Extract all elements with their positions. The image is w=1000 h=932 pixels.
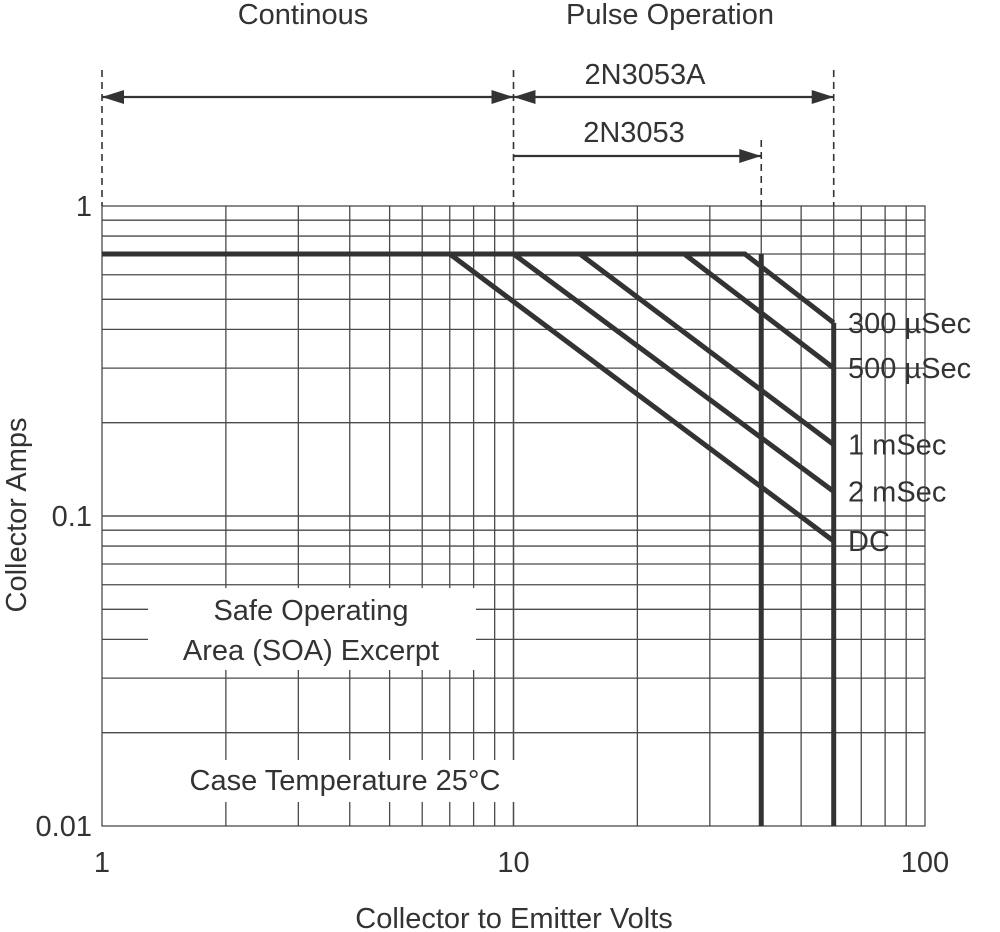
soa-curve-4	[102, 251, 836, 494]
series-label: 500 µSec	[848, 353, 971, 385]
range-label-2n3053a: 2N3053A	[585, 59, 707, 91]
x-tick-label: 1	[94, 847, 110, 879]
range-label-2n3053: 2N3053	[583, 117, 685, 149]
series-labels: 300 µSec 500 µSec 1 mSec 2 mSec DC	[848, 308, 971, 558]
annotation-bg-case-temperature	[148, 760, 542, 802]
annotation-soa-line2: Area (SOA) Excerpt	[183, 635, 439, 667]
voltage-range-guides	[101, 70, 835, 206]
x-tick-label: 10	[497, 847, 529, 879]
range-arrow-2n3053a	[513, 90, 834, 104]
region-label-pulse: Pulse Operation	[566, 0, 774, 31]
series-label: DC	[848, 526, 890, 558]
annotation-soa-line1: Safe Operating	[213, 595, 408, 627]
arrowhead-right	[491, 90, 514, 104]
chart-text: Continous Pulse Operation 2N3053A 2N3053…	[1, 0, 774, 932]
series-label: 1 mSec	[848, 430, 946, 462]
soa-curve-5	[102, 251, 836, 544]
y-tick-label: 0.1	[52, 501, 92, 533]
region-label-continuous: Continous	[238, 0, 369, 31]
y-tick-label: 0.01	[36, 811, 92, 843]
series-label: 2 mSec	[848, 476, 946, 508]
x-axis-label: Collector to Emitter Volts	[355, 903, 673, 932]
series-label: 300 µSec	[848, 308, 971, 340]
continuous-range-arrow	[102, 90, 514, 104]
annotation-bg-soa	[148, 588, 476, 670]
x-tick-label: 100	[901, 847, 949, 879]
arrowhead-left	[102, 90, 124, 104]
annotation-case-temperature: Case Temperature 25°C	[190, 765, 501, 797]
annotation-backgrounds	[148, 588, 542, 802]
arrowhead-right	[739, 149, 762, 163]
arrowhead-left	[513, 90, 536, 104]
y-tick-label: 1	[76, 191, 92, 223]
arrowhead-right	[811, 90, 834, 104]
soa-curve-2	[102, 251, 836, 371]
y-axis-label: Collector Amps	[1, 417, 33, 612]
soa-curve-1	[102, 251, 836, 325]
axis-tick-labels: 1 10 100 0.01 0.1 1	[36, 191, 950, 879]
range-arrow-2n3053	[513, 149, 762, 163]
soa-curves	[102, 251, 837, 826]
